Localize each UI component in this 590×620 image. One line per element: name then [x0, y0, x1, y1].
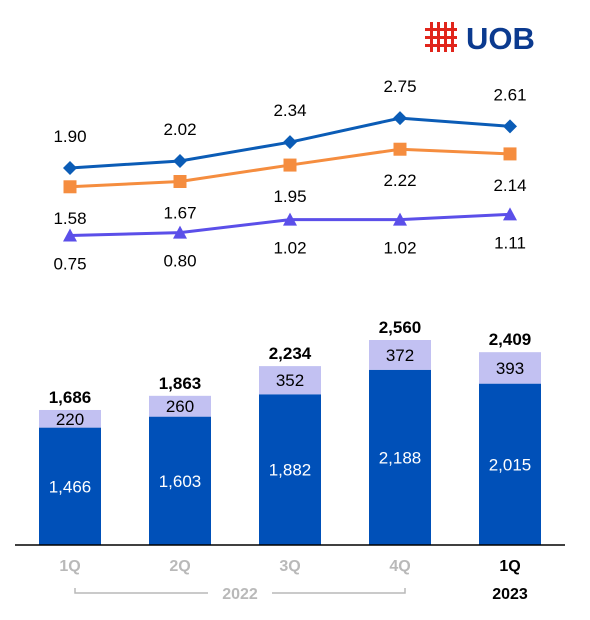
line-data-label: 1.58: [53, 209, 86, 228]
bar-chart-axis: 1Q 2Q 3Q 4Q 1Q 2022 2023: [15, 544, 565, 603]
line-marker: [393, 142, 407, 156]
line-data-label: 1.02: [273, 239, 306, 258]
bar-chart: 1,466 220 1,686 1,603 260 1,863 1,882 352 2,234 2…: [39, 318, 541, 545]
group-bracket-left: [74, 588, 208, 594]
line-data-label: 0.80: [163, 252, 196, 271]
bar-segment-main: [259, 394, 321, 545]
bar-segment-main: [149, 416, 211, 545]
line-marker: [393, 212, 407, 226]
line-marker: [283, 135, 297, 150]
x-tick-label: 1Q: [59, 558, 80, 575]
bar-segment-top: [369, 340, 431, 370]
group-bracket-right: [272, 588, 406, 594]
line-marker: [283, 212, 297, 226]
line-data-label: 1.11: [494, 233, 526, 252]
line-marker: [63, 180, 77, 194]
bar-total-label: 1,686: [49, 388, 92, 407]
bar-data-label: 2,188: [379, 448, 422, 467]
line-chart: 1.90 2.02 2.34 2.75 2.61 1.58 1.67 1.95 2.22 2.14…: [53, 77, 526, 273]
bar-total-label: 2,234: [269, 344, 312, 363]
line-marker: [63, 161, 77, 175]
line-marker: [173, 225, 187, 239]
line-data-label: 0.75: [53, 255, 86, 274]
bar-data-label: 260: [166, 397, 194, 416]
bar-total-label: 1,863: [159, 374, 202, 393]
bar-total-label: 2,409: [489, 330, 532, 349]
bar-segment-top: [479, 352, 541, 384]
line-data-label: 2.61: [493, 85, 526, 104]
line-data-label: 1.67: [163, 204, 196, 223]
line-marker: [503, 119, 517, 134]
x-tick-label: 1Q: [499, 558, 520, 575]
uob-logo: UOB: [425, 21, 535, 56]
bar-data-label: 1,603: [159, 472, 202, 491]
bar-segment-top: [259, 366, 321, 395]
line-data-label: 2.14: [493, 176, 526, 195]
line-data-label: 1.95: [273, 187, 306, 206]
bar-data-label: 1,882: [269, 461, 312, 480]
line-marker: [503, 147, 517, 161]
line-marker: [283, 158, 297, 172]
bar-segment-top: [39, 409, 101, 428]
bar-segment-main: [369, 369, 431, 545]
bar-data-label: 1,466: [49, 477, 92, 496]
line-data-label: 2.22: [383, 171, 416, 190]
bar-data-label: 352: [276, 371, 304, 390]
line-data-label: 2.02: [163, 120, 196, 139]
group-label-2022: 2022: [222, 586, 258, 603]
line-marker: [503, 207, 517, 221]
group-label-2023: 2023: [492, 586, 528, 603]
line-marker: [173, 175, 187, 188]
x-tick-label: 2Q: [169, 558, 190, 575]
bar-segment-main: [479, 383, 541, 545]
uob-logo-text: UOB: [466, 21, 535, 56]
bar-data-label: 2,015: [489, 455, 532, 474]
line-data-label: 1.02: [383, 239, 416, 258]
line-marker: [63, 228, 77, 242]
line-marker: [393, 111, 407, 126]
bar-segment-main: [39, 427, 101, 545]
bar-total-label: 2,560: [379, 318, 422, 337]
uob-logo-mark-icon: [425, 22, 457, 52]
line-data-label: 2.34: [273, 101, 306, 120]
bar-segment-top: [149, 395, 211, 417]
x-tick-label: 3Q: [279, 558, 300, 575]
line-marker: [173, 153, 187, 168]
line-data-label: 2.75: [383, 77, 416, 96]
bar-data-label: 372: [386, 346, 414, 365]
bar-data-label: 393: [496, 359, 524, 378]
x-tick-label: 4Q: [389, 558, 410, 575]
bar-data-label: 220: [56, 410, 84, 429]
line-data-label: 1.90: [53, 127, 86, 146]
